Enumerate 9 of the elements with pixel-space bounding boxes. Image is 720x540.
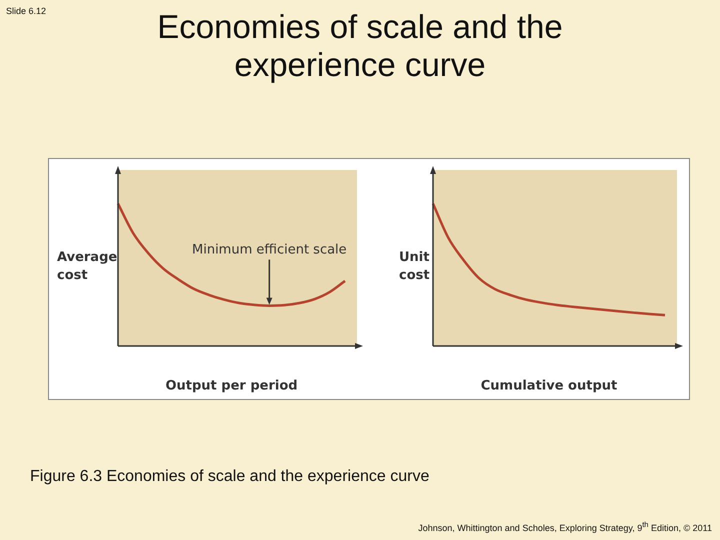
- annotation: Minimum efficient scale: [192, 242, 347, 258]
- x-axis-title: Cumulative output: [480, 378, 618, 394]
- text: Johnson, Whittington and Scholes, Exploring Strategy, 9$^{th}$ Edition, © 2011: [418, 520, 712, 533]
- caption: Figure 6.3 Economies of scale and the experience curve: [30, 468, 430, 486]
- y-axis-title: Unit cost: [399, 249, 431, 285]
- text: Slide 6.12: [6, 6, 46, 16]
- chart-title: Economies of scale and the experience curve: [156, 8, 564, 84]
- x-axis-title: Output per period: [165, 378, 298, 394]
- y-axis-title: Average cost: [57, 249, 118, 285]
